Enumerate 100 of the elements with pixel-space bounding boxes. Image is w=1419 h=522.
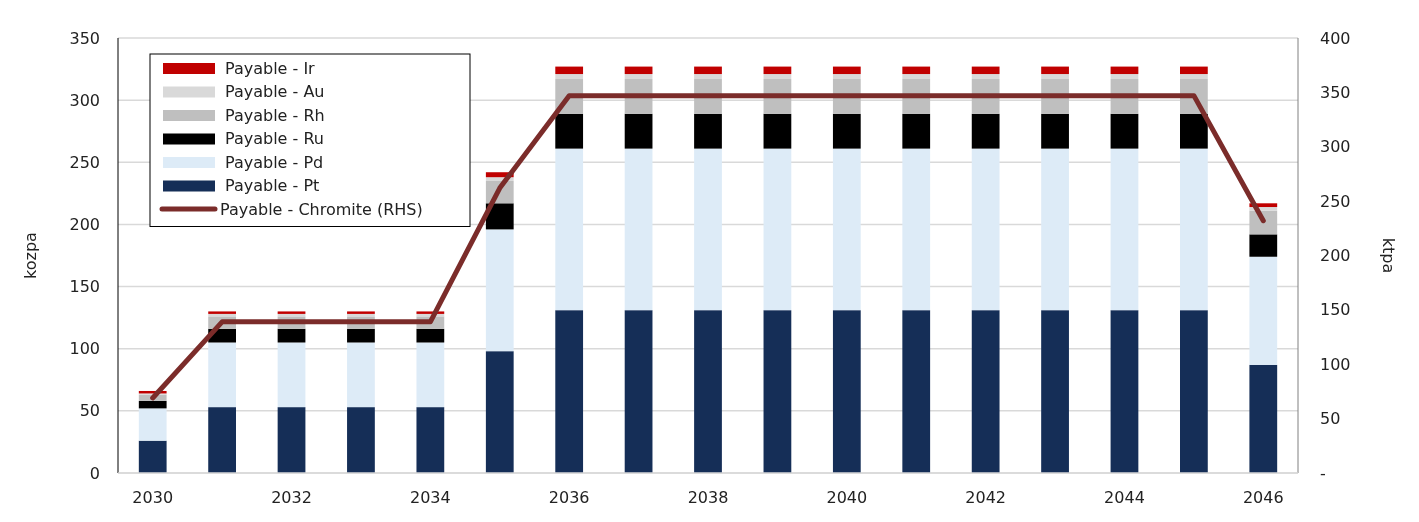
bar bbox=[485, 229, 514, 352]
x-tick-label: 2036 bbox=[548, 488, 590, 507]
bar bbox=[277, 407, 306, 473]
bar bbox=[416, 328, 445, 343]
bar bbox=[971, 148, 1000, 311]
bar bbox=[138, 440, 167, 473]
bar bbox=[277, 342, 306, 408]
bar bbox=[763, 148, 792, 311]
bar bbox=[1041, 310, 1069, 473]
bar bbox=[902, 113, 931, 149]
legend-label: Payable - Ru bbox=[225, 129, 324, 149]
bar bbox=[138, 400, 167, 409]
bar bbox=[971, 74, 1000, 80]
bar bbox=[555, 74, 584, 80]
bar bbox=[624, 66, 653, 75]
legend-label: Payable - Pt bbox=[225, 176, 320, 196]
y-tick-label: 50 bbox=[79, 401, 100, 421]
bar bbox=[277, 328, 306, 343]
bar bbox=[485, 203, 514, 230]
legend-label: Payable - Pd bbox=[225, 152, 324, 172]
bar bbox=[763, 113, 792, 149]
bar bbox=[1041, 66, 1069, 75]
bar bbox=[694, 66, 722, 75]
bar bbox=[1180, 310, 1208, 473]
bar bbox=[694, 74, 722, 80]
x-tick-label: 2038 bbox=[687, 488, 729, 507]
bar bbox=[763, 74, 792, 80]
bar bbox=[1180, 113, 1208, 149]
bar bbox=[555, 148, 584, 311]
bar bbox=[902, 310, 931, 473]
y2-tick-label: 350 bbox=[1320, 82, 1351, 102]
bar bbox=[1180, 66, 1208, 75]
bar bbox=[347, 328, 375, 343]
legend-label: Payable - Chromite (RHS) bbox=[220, 199, 423, 219]
y2-axis-title: ktpa bbox=[1379, 237, 1398, 274]
legend-label: Payable - Ir bbox=[225, 58, 316, 78]
y-axis-title: kozpa bbox=[21, 232, 40, 279]
legend-label: Payable - Rh bbox=[225, 105, 325, 125]
bar bbox=[416, 342, 445, 408]
y-tick-label: 200 bbox=[69, 215, 100, 235]
bar bbox=[624, 148, 653, 311]
bar bbox=[971, 113, 1000, 149]
bar bbox=[416, 407, 445, 473]
y2-tick-label: 300 bbox=[1320, 137, 1351, 157]
bar bbox=[208, 342, 236, 408]
bar bbox=[832, 148, 861, 311]
bar bbox=[1249, 256, 1278, 365]
bar bbox=[555, 66, 584, 75]
bar bbox=[971, 66, 1000, 75]
y-tick-label: 100 bbox=[69, 339, 100, 359]
bar bbox=[1041, 148, 1069, 311]
bar bbox=[1041, 74, 1069, 80]
bar bbox=[763, 310, 792, 473]
y-tick-label: 0 bbox=[89, 463, 100, 483]
bar bbox=[902, 148, 931, 311]
x-tick-label: 2046 bbox=[1242, 488, 1284, 507]
bar bbox=[1180, 148, 1208, 311]
bar bbox=[1110, 66, 1139, 75]
x-tick-label: 2040 bbox=[826, 488, 868, 507]
y2-tick-label: 250 bbox=[1320, 191, 1351, 211]
bar bbox=[555, 310, 584, 473]
bar bbox=[902, 74, 931, 80]
bar bbox=[624, 113, 653, 149]
bar bbox=[624, 310, 653, 473]
legend-label: Payable - Au bbox=[225, 82, 325, 102]
y2-tick-label: 150 bbox=[1320, 300, 1351, 320]
bar bbox=[347, 342, 375, 408]
y-tick-label: 150 bbox=[69, 277, 100, 297]
bar bbox=[694, 113, 722, 149]
bar bbox=[1110, 310, 1139, 473]
bar bbox=[1180, 74, 1208, 80]
bar bbox=[763, 66, 792, 75]
bar bbox=[832, 74, 861, 80]
bar bbox=[694, 148, 722, 311]
y2-tick-label: 200 bbox=[1320, 246, 1351, 266]
bar bbox=[1249, 364, 1278, 473]
y2-tick-label: - bbox=[1320, 463, 1326, 483]
y2-tick-label: 100 bbox=[1320, 354, 1351, 374]
bar bbox=[1041, 113, 1069, 149]
bar bbox=[1110, 113, 1139, 149]
bar bbox=[694, 310, 722, 473]
bar bbox=[208, 407, 236, 473]
x-tick-label: 2030 bbox=[132, 488, 174, 507]
bar bbox=[555, 113, 584, 149]
bar bbox=[485, 351, 514, 473]
y2-tick-label: 50 bbox=[1320, 409, 1341, 429]
bar bbox=[1249, 234, 1278, 257]
bar bbox=[832, 66, 861, 75]
bar bbox=[832, 310, 861, 473]
y-tick-label: 300 bbox=[69, 90, 100, 110]
x-tick-label: 2044 bbox=[1104, 488, 1145, 507]
bar bbox=[1110, 74, 1139, 80]
bar bbox=[624, 74, 653, 80]
bar bbox=[1110, 148, 1139, 311]
x-tick-label: 2042 bbox=[965, 488, 1007, 507]
bar bbox=[832, 113, 861, 149]
bar bbox=[138, 408, 167, 441]
y2-tick-label: 400 bbox=[1320, 28, 1351, 48]
bar bbox=[902, 66, 931, 75]
bar bbox=[971, 310, 1000, 473]
